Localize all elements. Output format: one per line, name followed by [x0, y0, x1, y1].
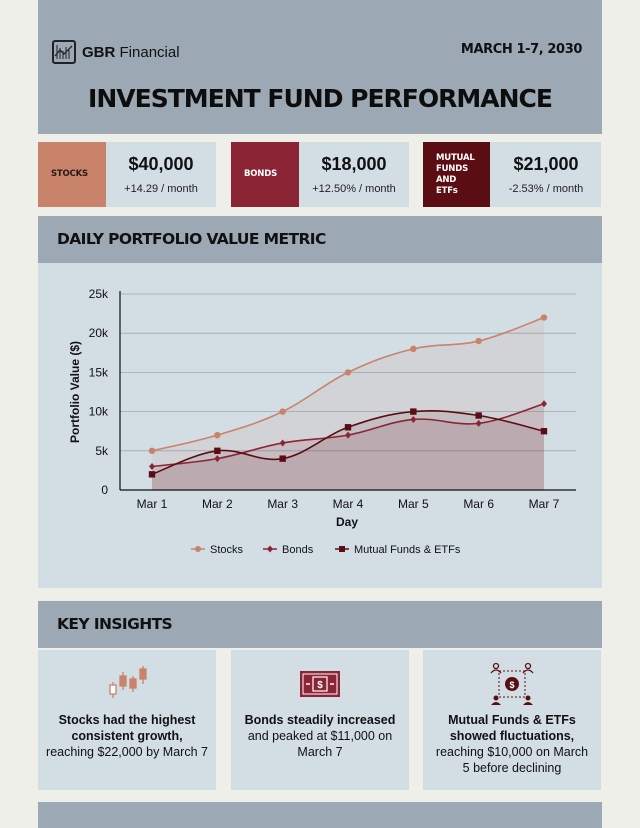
brand-logo[interactable]: GBR Financial: [52, 40, 180, 64]
kpi-card-stocks: STOCKS $40,000 +14.29 / month: [38, 142, 216, 207]
data-point: [540, 428, 548, 435]
x-tick-label: Mar 1: [137, 497, 168, 511]
y-tick-label: 10k: [89, 405, 109, 419]
svg-text:$: $: [317, 680, 323, 691]
data-point: [214, 447, 221, 454]
y-tick-label: 5k: [95, 444, 109, 458]
banknote-icon: $: [231, 664, 409, 704]
data-point: [410, 408, 417, 415]
data-point: [475, 337, 482, 345]
y-tick-label: 15k: [89, 365, 109, 379]
legend-marker: [195, 546, 201, 552]
data-point: [475, 419, 482, 427]
money-network-icon: $: [423, 662, 601, 705]
insight-card-bonds: $ Bonds steadily increased and peaked at…: [231, 650, 409, 790]
section-title: DAILY PORTFOLIO VALUE METRIC: [57, 230, 326, 248]
header: GBR Financial MARCH 1-7, 2030 INVESTMENT…: [38, 0, 602, 134]
line-chart: 0 5k 10k 15k 20k 25k Mar 1 Mar 2 Mar 3 Mar 4 Mar 5…: [68, 287, 576, 556]
x-tick-label: Mar 2: [202, 497, 233, 511]
date-range: MARCH 1-7, 2030: [460, 42, 582, 57]
insight-text: Stocks had the highest consistent growth…: [46, 713, 208, 759]
series-area: [152, 317, 544, 490]
x-tick-label: Mar 3: [267, 497, 298, 511]
x-tick-label: Mar 5: [398, 497, 429, 511]
data-point: [410, 415, 417, 423]
data-point: [279, 455, 286, 462]
chart-panel: 0 5k 10k 15k 20k 25k Mar 1 Mar 2 Mar 3 Mar 4 Mar 5…: [38, 263, 602, 588]
data-point: [279, 439, 286, 447]
x-axis-label: Day: [336, 515, 358, 529]
insight-text: Bonds steadily increased and peaked at $…: [244, 713, 396, 759]
data-point: [149, 462, 155, 470]
data-point: [279, 408, 286, 415]
brand-name: GBR Financial: [82, 43, 180, 61]
x-tick-label: Mar 6: [463, 497, 494, 511]
y-axis-label: Portfolio Value ($): [68, 341, 82, 443]
kpi-value: $18,000: [321, 154, 387, 174]
footer-bar: [38, 802, 602, 828]
insight-card-stocks: Stocks had the highest consistent growth…: [38, 650, 216, 790]
kpi-value: $21,000: [513, 154, 579, 174]
legend-label: Bonds: [282, 544, 314, 556]
kpi-card-mutual-funds: MUTUAL FUNDS AND ETFs $21,000 -2.53% / m…: [423, 142, 601, 207]
chart-logo-icon: [52, 40, 76, 64]
data-point: [344, 424, 352, 431]
chart-section-header: DAILY PORTFOLIO VALUE METRIC: [38, 216, 602, 263]
kpi-value: $40,000: [128, 154, 194, 174]
data-point: [148, 447, 156, 454]
kpi-label: BONDS: [231, 142, 299, 207]
data-point: [148, 471, 156, 478]
legend-label: Mutual Funds & ETFs: [354, 544, 461, 556]
y-tick-label: 0: [101, 483, 108, 497]
kpi-label: STOCKS: [38, 142, 106, 207]
data-point: [541, 400, 547, 408]
data-point: [214, 455, 221, 463]
data-point: [410, 345, 417, 353]
page-title: INVESTMENT FUND PERFORMANCE: [88, 84, 553, 113]
data-point: [475, 412, 482, 419]
y-tick-label: 20k: [89, 326, 109, 340]
data-point: [540, 314, 548, 321]
kpi-change: +12.50% / month: [312, 183, 396, 195]
insight-text: Mutual Funds & ETFs showed fluctuations,…: [435, 713, 589, 775]
insight-card-mutual-funds: $ Mutual Funds & ETFs showed fluctuation…: [423, 650, 601, 790]
svg-text:$: $: [509, 680, 514, 690]
series-area: [152, 410, 544, 490]
kpi-change: -2.53% / month: [508, 183, 584, 195]
x-tick-label: Mar 4: [333, 497, 364, 511]
series-area: [152, 403, 544, 490]
kpi-change: +14.29 / month: [124, 183, 198, 195]
x-tick-label: Mar 7: [529, 497, 560, 511]
legend-label: Stocks: [210, 544, 244, 556]
data-point: [214, 431, 221, 439]
section-title: KEY INSIGHTS: [57, 615, 173, 633]
insights-section-header: KEY INSIGHTS: [38, 601, 602, 648]
data-point: [344, 369, 352, 376]
data-point: [345, 431, 351, 439]
kpi-label: MUTUAL FUNDS AND ETFs: [423, 142, 490, 207]
legend-marker: [339, 546, 345, 552]
kpi-card-bonds: BONDS $18,000 +12.50% / month: [231, 142, 409, 207]
y-tick-label: 25k: [89, 287, 109, 301]
legend-marker: [267, 545, 273, 553]
candlestick-icon: [38, 664, 216, 704]
